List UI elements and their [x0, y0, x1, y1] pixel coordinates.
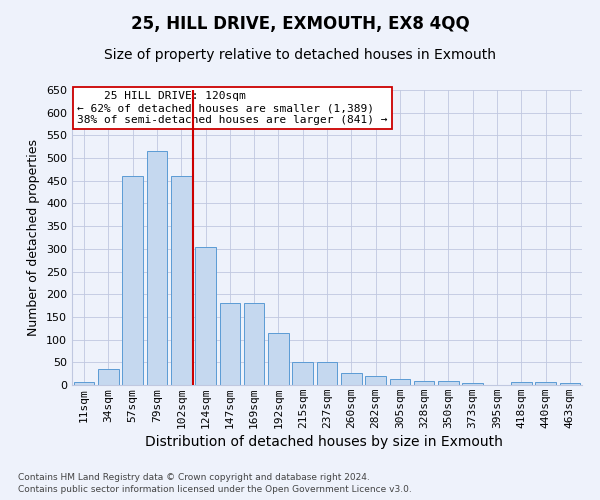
Bar [414, 381, 434, 385]
Bar [292, 362, 313, 385]
Bar [317, 362, 337, 385]
Bar [146, 152, 167, 385]
Text: Contains public sector information licensed under the Open Government Licence v3: Contains public sector information licen… [18, 485, 412, 494]
Bar [98, 369, 119, 385]
Bar [535, 382, 556, 385]
Bar [365, 376, 386, 385]
Text: 25 HILL DRIVE: 120sqm    
← 62% of detached houses are smaller (1,389)
38% of se: 25 HILL DRIVE: 120sqm ← 62% of detached … [77, 92, 388, 124]
Text: 25, HILL DRIVE, EXMOUTH, EX8 4QQ: 25, HILL DRIVE, EXMOUTH, EX8 4QQ [131, 15, 469, 33]
Bar [341, 372, 362, 385]
Bar [244, 304, 265, 385]
Text: Size of property relative to detached houses in Exmouth: Size of property relative to detached ho… [104, 48, 496, 62]
Bar [560, 383, 580, 385]
Bar [171, 176, 191, 385]
Bar [268, 333, 289, 385]
Y-axis label: Number of detached properties: Number of detached properties [28, 139, 40, 336]
Text: Distribution of detached houses by size in Exmouth: Distribution of detached houses by size … [145, 435, 503, 449]
Bar [195, 246, 216, 385]
Bar [463, 383, 483, 385]
Bar [122, 176, 143, 385]
Bar [511, 382, 532, 385]
Bar [74, 382, 94, 385]
Text: Contains HM Land Registry data © Crown copyright and database right 2024.: Contains HM Land Registry data © Crown c… [18, 472, 370, 482]
Bar [220, 304, 240, 385]
Bar [438, 381, 459, 385]
Bar [389, 378, 410, 385]
